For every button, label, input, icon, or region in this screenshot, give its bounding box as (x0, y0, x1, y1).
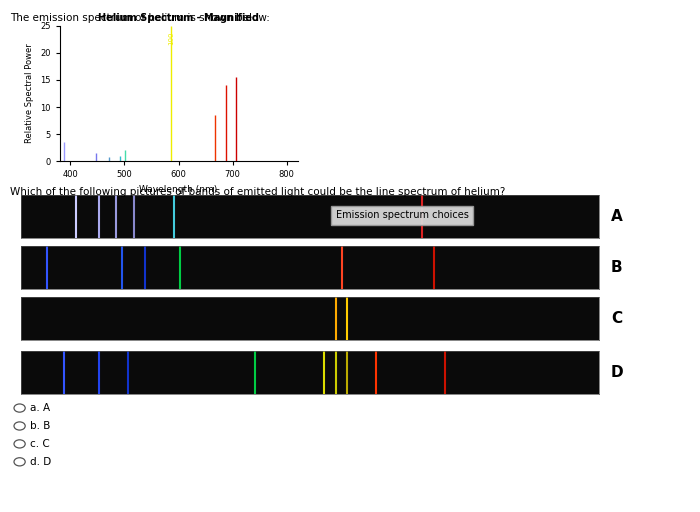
Text: Emission spectrum choices: Emission spectrum choices (336, 210, 468, 221)
Title: Helium Spectrum - Magnified: Helium Spectrum - Magnified (98, 13, 259, 24)
Text: B: B (611, 260, 623, 275)
Text: c. C: c. C (30, 439, 50, 449)
Text: 100: 100 (169, 31, 174, 45)
Text: d. D: d. D (30, 457, 51, 467)
Text: D: D (611, 365, 624, 380)
Text: The emission spectrum of helium is shown below:: The emission spectrum of helium is shown… (10, 13, 270, 23)
X-axis label: Wavelength (nm): Wavelength (nm) (139, 185, 218, 194)
Text: b. B: b. B (30, 421, 50, 431)
Text: C: C (611, 311, 622, 326)
Y-axis label: Relative Spectral Power: Relative Spectral Power (25, 44, 34, 143)
Text: a. A: a. A (30, 403, 50, 413)
Text: A: A (611, 209, 623, 224)
Text: Which of the following pictures of bands of emitted light could be the line spec: Which of the following pictures of bands… (10, 187, 506, 197)
